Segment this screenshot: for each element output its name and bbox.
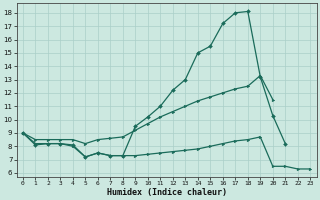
X-axis label: Humidex (Indice chaleur): Humidex (Indice chaleur)	[107, 188, 227, 197]
